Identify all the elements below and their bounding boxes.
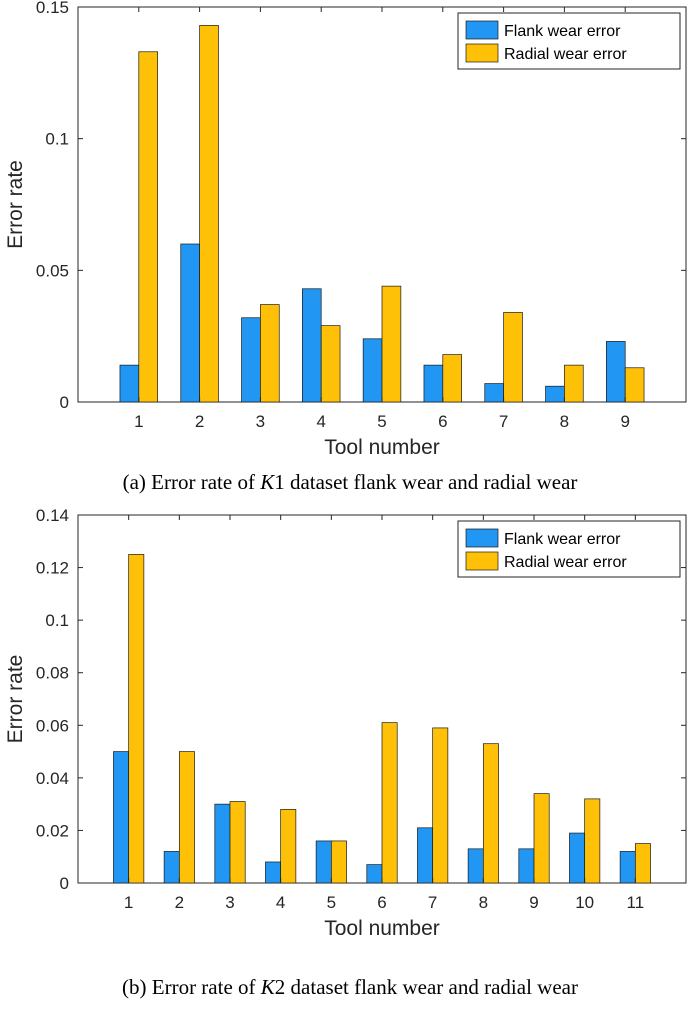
radial-wear-bar-6	[381, 722, 398, 884]
legend-label-flank: Flank wear error	[504, 531, 621, 548]
caption-a-suffix: 1 dataset flank wear and radial wear	[274, 470, 578, 494]
radial-wear-bar-4	[320, 325, 341, 403]
legend-label-flank: Flank wear error	[504, 23, 621, 40]
flank-wear-bar-6	[423, 364, 444, 403]
radial-wear-bar-4	[280, 809, 297, 884]
flank-wear-bar-1	[119, 364, 140, 403]
y-tick-label: 0.1	[45, 130, 69, 149]
x-axis-title: Tool number	[324, 917, 440, 940]
flank-wear-bar-9	[518, 848, 535, 884]
x-tick-label: 5	[377, 412, 386, 431]
y-tick-label: 0	[60, 393, 69, 412]
y-tick-label: 0.12	[36, 559, 69, 578]
radial-wear-bar-2	[178, 751, 195, 884]
chart-b: 1 2 3 4 5 6 7 8 9 10 11 0 0.02 0.04 0.06 0.08 0.1 0.12 0.1…	[0, 505, 700, 1011]
x-tick-label: 2	[175, 893, 184, 912]
flank-wear-bar-8	[545, 385, 565, 403]
legend-swatch-radial	[465, 43, 499, 63]
y-tick-label: 0.1	[45, 611, 69, 630]
caption-b-prefix: (b) Error rate of	[122, 975, 261, 999]
flank-wear-bar-3	[214, 803, 231, 884]
x-tick-label: 10	[575, 893, 594, 912]
y-tick-label: 0.15	[36, 0, 69, 17]
legend-label-radial: Radial wear error	[504, 46, 627, 63]
x-tick-label: 5	[327, 893, 336, 912]
caption-b-suffix: 2 dataset flank wear and radial wear	[274, 975, 578, 999]
radial-wear-bar-7	[503, 312, 523, 403]
y-tick-label: 0.14	[36, 506, 69, 525]
caption-a-prefix: (a) Error rate of	[122, 470, 261, 494]
x-tick-label: 8	[479, 893, 488, 912]
flank-wear-bar-5	[315, 840, 332, 884]
flank-wear-bar-11	[619, 851, 636, 884]
y-tick-label: 0.08	[36, 664, 69, 683]
x-tick-label: 3	[256, 412, 265, 431]
x-axis-title: Tool number	[324, 436, 440, 459]
chart-b-caption: (b) Error rate of K2 dataset flank wear …	[0, 975, 700, 1000]
radial-wear-bar-6	[442, 354, 462, 403]
x-tick-label: 1	[134, 412, 143, 431]
y-axis-title: Error rate	[4, 160, 27, 249]
y-tick-label: 0.05	[36, 261, 69, 280]
flank-wear-bar-6	[366, 864, 383, 884]
radial-wear-bar-1	[138, 51, 158, 403]
x-tick-label: 11	[627, 893, 645, 912]
flank-wear-bar-7	[417, 827, 434, 884]
radial-wear-bar-3	[260, 304, 280, 403]
x-tick-label: 7	[499, 412, 508, 431]
flank-wear-bar-10	[569, 832, 586, 884]
radial-wear-bar-1	[128, 554, 145, 884]
radial-wear-bar-9	[624, 367, 645, 403]
legend-swatch-flank	[465, 20, 499, 40]
radial-wear-bar-8	[564, 364, 584, 403]
caption-a-variable: K	[260, 470, 275, 494]
radial-wear-bar-2	[199, 25, 219, 403]
flank-wear-bar-9	[606, 341, 626, 403]
x-tick-label: 9	[620, 412, 629, 431]
radial-wear-bar-8	[482, 743, 499, 884]
y-tick-label: 0.04	[36, 769, 69, 788]
x-tick-label: 4	[276, 893, 285, 912]
x-tick-label: 1	[124, 893, 133, 912]
x-tick-label: 3	[225, 893, 234, 912]
flank-wear-bar-4	[302, 288, 322, 403]
radial-wear-bar-11	[634, 843, 651, 884]
flank-wear-bar-3	[241, 317, 261, 403]
chart-a-caption: (a) Error rate of K1 dataset flank wear …	[0, 470, 700, 495]
legend-swatch-flank	[465, 528, 499, 548]
radial-wear-bar-7	[432, 727, 449, 884]
flank-wear-bar-2	[163, 851, 180, 884]
radial-wear-bar-10	[584, 798, 601, 884]
y-tick-label: 0.06	[36, 716, 69, 735]
radial-wear-bar-5	[330, 840, 347, 884]
legend-swatch-radial	[465, 551, 499, 571]
flank-wear-bar-2	[180, 243, 200, 403]
flank-wear-bar-5	[362, 338, 383, 403]
x-tick-label: 7	[428, 893, 437, 912]
caption-b-variable: K	[260, 975, 275, 999]
flank-wear-bar-4	[265, 861, 282, 884]
y-tick-label: 0.02	[36, 821, 69, 840]
y-tick-label: 0	[60, 874, 69, 893]
chart-a-svg: 1 2 3 4 5 6 7 8 9 0 0.05 0.1 0.15 Tool number Error ra…	[4, 0, 687, 459]
radial-wear-bar-3	[229, 801, 246, 884]
x-tick-label: 8	[560, 412, 569, 431]
x-tick-label: 9	[529, 893, 538, 912]
x-tick-label: 6	[438, 412, 447, 431]
radial-wear-bar-5	[381, 285, 402, 403]
chart-b-svg: 1 2 3 4 5 6 7 8 9 10 11 0 0.02 0.04 0.06 0.08 0.1 0.12 0.1…	[4, 506, 687, 940]
x-tick-label: 4	[316, 412, 325, 431]
radial-wear-bar-9	[533, 793, 550, 884]
x-tick-label: 6	[377, 893, 386, 912]
x-tick-label: 2	[195, 412, 204, 431]
flank-wear-bar-1	[113, 751, 130, 884]
flank-wear-bar-7	[484, 383, 504, 403]
legend-label-radial: Radial wear error	[504, 554, 627, 571]
flank-wear-bar-8	[467, 848, 484, 884]
y-axis-title: Error rate	[4, 655, 27, 744]
chart-a: 1 2 3 4 5 6 7 8 9 0 0.05 0.1 0.15 Tool number Error ra…	[0, 0, 700, 505]
